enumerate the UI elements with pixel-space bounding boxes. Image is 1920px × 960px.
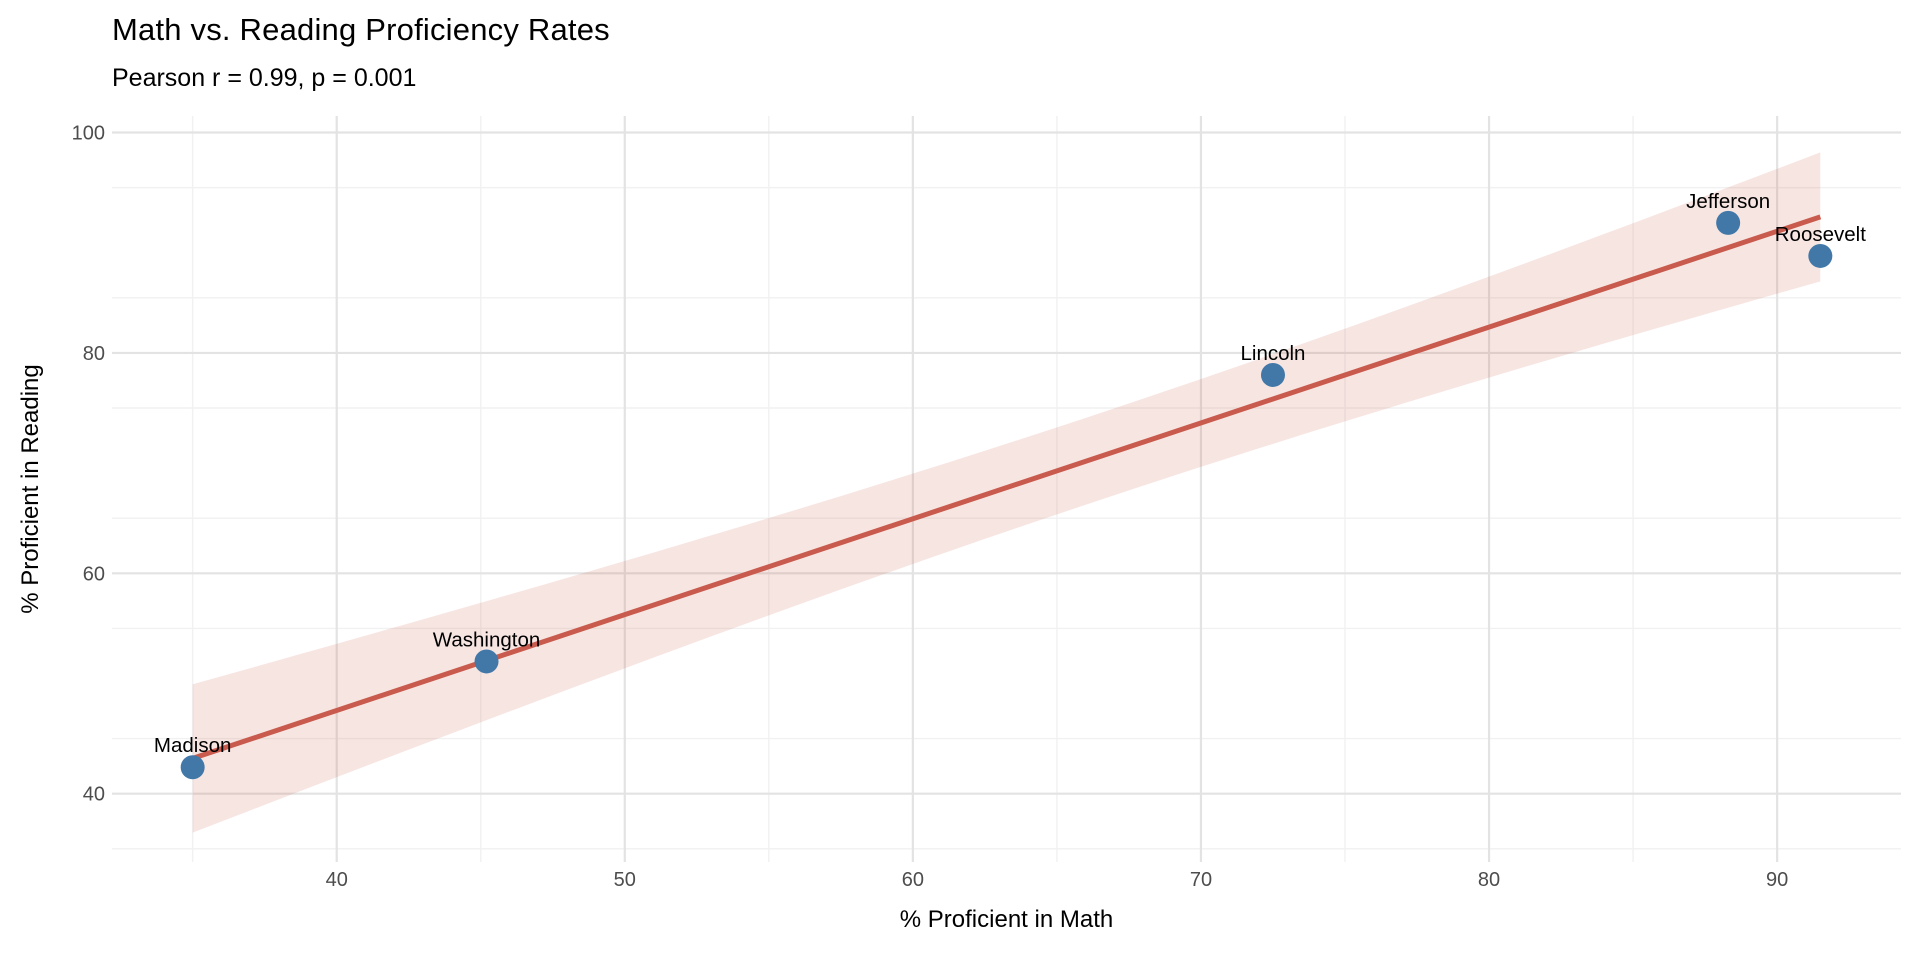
x-axis-title: % Proficient in Math — [899, 906, 1114, 933]
x-tick-label: 60 — [902, 869, 924, 891]
y-tick-label: 40 — [83, 784, 105, 806]
point-label-lincoln: Lincoln — [1240, 342, 1305, 365]
y-tick-label: 100 — [72, 123, 105, 145]
x-tick-label: 70 — [1190, 869, 1212, 891]
data-point-jefferson — [1716, 210, 1741, 235]
x-tick-label: 80 — [1478, 869, 1500, 891]
point-label-jefferson: Jefferson — [1686, 190, 1770, 213]
y-tick-label: 60 — [83, 563, 105, 585]
data-point-madison — [180, 755, 205, 780]
chart-title: Math vs. Reading Proficiency Rates — [112, 12, 610, 47]
point-label-roosevelt: Roosevelt — [1775, 223, 1866, 246]
point-label-washington: Washington — [433, 628, 541, 651]
x-tick-label: 50 — [614, 869, 636, 891]
trend-line — [191, 214, 1822, 761]
data-point-lincoln — [1260, 362, 1285, 387]
x-tick-label: 40 — [326, 869, 348, 891]
data-point-roosevelt — [1808, 243, 1833, 268]
point-label-madison: Madison — [154, 734, 232, 757]
x-tick-label: 90 — [1766, 869, 1788, 891]
y-axis-title: % Proficient in Reading — [17, 364, 44, 614]
y-tick-label: 80 — [83, 343, 105, 365]
chart-subtitle: Pearson r = 0.99, p = 0.001 — [112, 64, 417, 92]
confidence-ribbon — [192, 152, 1821, 833]
data-point-washington — [474, 649, 499, 674]
